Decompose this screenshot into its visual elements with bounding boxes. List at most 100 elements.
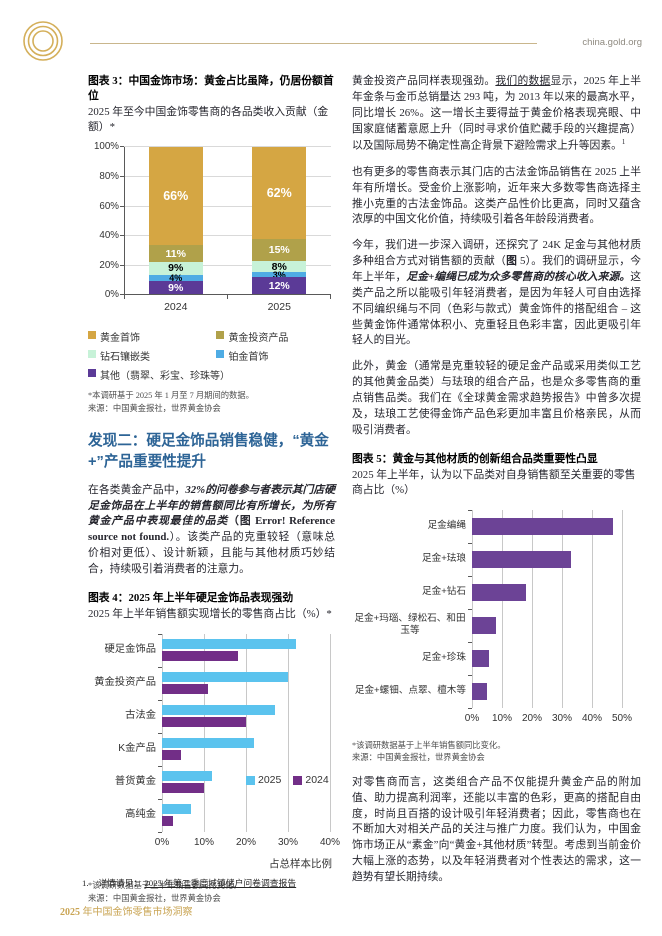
x-tick-label: 30% (277, 837, 298, 849)
bar-2024 (162, 651, 238, 662)
figure4-footnote-line1: *该调研数据基于上半年销售额同比变化。 (88, 881, 242, 891)
category-label-text: 高纯金 (125, 809, 156, 821)
figure3-footnote-line1: *本调研基于 2025 年 1 月至 7 月期间的数据。 (88, 391, 254, 401)
bar-segment: 9% (148, 261, 203, 276)
bar-足金编绳 (472, 517, 613, 535)
category-label: 足金+玛瑙、绿松石、和田玉等 (354, 609, 466, 642)
text-run: 这类产品之所以能吸引年轻消费者，是因为年轻人可自由选择不同编织绳与不同（色彩与款… (352, 271, 642, 347)
gridline (124, 235, 331, 237)
x-tick-label: 10% (193, 837, 214, 849)
footnote-report-link[interactable]: 2025 年第二季度城镇储户问卷调查报告 (144, 878, 297, 888)
section-heading-finding2: 发现二：硬足金饰品销售稳健，“黄金+”产品重要性提升 (88, 433, 329, 471)
bar-segment: 4% (148, 273, 203, 283)
y-tick (158, 832, 162, 834)
y-tick (120, 146, 124, 148)
site-link[interactable]: china.gold.org (582, 37, 642, 48)
figure4-source: 来源：中国黄金报社，世界黄金协会 (88, 893, 221, 903)
figure5-source: 来源：中国黄金报社，世界黄金协会 (352, 753, 485, 763)
gridline (162, 634, 163, 833)
right-paragraph-1: 黄金投资产品同样表现强劲。我们的数据显示，2025 年上半年金条与金币总销量达 … (352, 74, 641, 155)
gridline (502, 509, 503, 708)
category-label-text: 足金+珍珠 (422, 652, 466, 664)
left-paragraph-1: 在各类黄金产品中，32%的问卷参与者表示其门店硬足金饰品在上半年的销售额同比有所… (88, 483, 335, 578)
figure3-title: 图表 3：中国金饰市场：黄金占比虽降，仍居份额首位 (88, 75, 334, 103)
category-label: 黄金投资产品 (86, 667, 156, 700)
y-axis (124, 147, 125, 296)
figure3-source: 来源：中国黄金报社，世界黄金协会 (88, 403, 221, 413)
legend-swatch (216, 331, 225, 340)
y-tick-label: 60% (99, 200, 119, 212)
bar-2025 (162, 804, 192, 815)
gridline (562, 509, 563, 708)
bar-segment: 3% (252, 270, 307, 280)
legend-label: 其他（翡翠、彩宝、珍珠等） (100, 371, 230, 383)
x-category-label: 2024 (164, 301, 188, 314)
gridline (246, 634, 247, 833)
category-label: 足金编绳 (354, 510, 466, 543)
bar-segment: 9% (148, 281, 203, 295)
category-label: 古法金 (86, 700, 156, 733)
y-tick (468, 674, 472, 676)
legend-label: 黄金首饰 (100, 333, 140, 345)
text-run: 今年，我们进一步深入调研，还探究了 24K 足金与其他材质多种组合方式对销售额的… (352, 239, 641, 268)
figure3-subtitle: 2025 年至今中国金饰零售商的各品类收入贡献（金额）* (88, 106, 329, 134)
footnote-ref-1: 1 (621, 138, 626, 147)
text-run: 在各类黄金产品中， (88, 483, 186, 496)
x-tick-label: 40% (581, 712, 602, 724)
bar-足金+玛瑙、绿松石、和田玉等 (472, 616, 496, 634)
category-label: 足金+钻石 (354, 576, 466, 609)
category-label: K金产品 (86, 733, 156, 766)
page-footnote: 1. 详情请见： 2025 年第二季度城镇储户问卷调查报告 (82, 876, 296, 889)
fig5-plot: 0% 10% 20% 30% 40% 50% 足金编绳 足金+珐琅 足金+钻石 足金+玛瑙、绿松石… (354, 509, 632, 724)
gridline (124, 176, 331, 178)
right-column: 黄金投资产品同样表现强劲。我们的数据显示，2025 年上半年金条与金币总销量达 … (352, 74, 641, 886)
bar-2025 (162, 672, 288, 683)
x-tick-label: 30% (551, 712, 572, 724)
gridline (204, 634, 205, 833)
y-tick (158, 799, 162, 801)
x-tick (330, 295, 331, 300)
y-tick (468, 542, 472, 544)
figure4-footnote: *该调研数据基于上半年销售额同比变化。 来源：中国黄金报社，世界黄金协会 (88, 880, 335, 905)
bar-足金+钻石 (472, 583, 526, 601)
figure3-footnote: *本调研基于 2025 年 1 月至 7 月期间的数据。 来源：中国黄金报社，世… (88, 390, 335, 415)
our-data-link[interactable]: 我们的数据 (495, 75, 551, 87)
x-category-label: 2025 (267, 301, 291, 314)
bar-segment: 66% (148, 147, 203, 246)
right-paragraph-3: 今年，我们进一步深入调研，还探究了 24K 足金与其他材质多种组合方式对销售额的… (352, 238, 641, 349)
category-label-text: 古法金 (125, 710, 156, 722)
gridline (330, 634, 331, 833)
bar-2025 (162, 705, 276, 716)
gridline (622, 509, 623, 708)
left-column: 图表 3：中国金饰市场：黄金占比虽降，仍居份额首位 2025 年至今中国金饰零售… (86, 74, 340, 905)
stacked-bar-2025: 12% 3% 8% 15% 62% (252, 147, 307, 295)
stacked-bar-2024: 9% 4% 9% 11% 66% (148, 147, 203, 295)
y-tick (158, 733, 162, 735)
gridline (288, 634, 289, 833)
bar-2024 (162, 750, 181, 761)
gridline (532, 509, 533, 708)
category-label: 高纯金 (86, 799, 156, 832)
bar-segment: 11% (148, 245, 203, 262)
legend-item: 黄金投资产品 (216, 329, 335, 344)
category-label: 足金+珐琅 (354, 543, 466, 576)
right-paragraph-4: 此外，黄金（通常是克重较轻的硬足金产品或采用类似工艺的其他黄金品类）与珐琅的组合… (352, 360, 641, 436)
y-tick (468, 608, 472, 610)
error-reference-text: Error! Reference source not found. (88, 515, 336, 544)
legend-swatch (216, 350, 225, 359)
x-tick-label: 20% (235, 837, 256, 849)
text-run: 5）。我们的调研显示，今年上半年， (352, 255, 642, 284)
y-tick (468, 641, 472, 643)
x-tick-label: 10% (491, 712, 512, 724)
figure4-title: 图表 4：2025 年上半年硬足金饰品表现强劲 (88, 591, 294, 604)
x-tick-label: 50% (611, 712, 632, 724)
y-tick (468, 707, 472, 709)
gridline (124, 264, 331, 266)
bar-2024 (162, 717, 246, 728)
y-tick-label: 80% (99, 171, 119, 183)
legend-item: 2024 (293, 774, 329, 786)
y-tick (468, 509, 472, 511)
bar-segment: 12% (252, 276, 307, 295)
right-paragraph-2: 也有更多的零售商表示其门店的古法金饰品销售在 2025 上半年有所增长。受金价上… (352, 165, 641, 226)
